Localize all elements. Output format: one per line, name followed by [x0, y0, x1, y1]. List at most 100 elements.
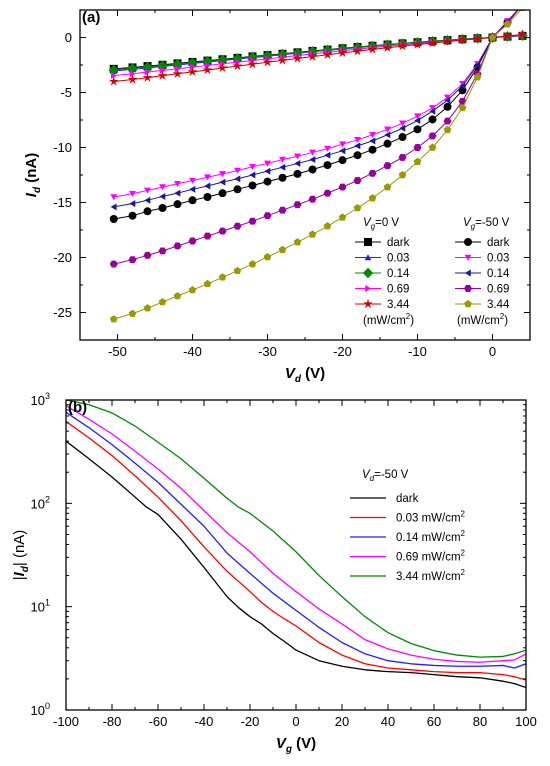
data-point — [128, 309, 137, 317]
data-point — [232, 53, 243, 64]
data-point — [172, 68, 183, 79]
legend-swatch-marker — [464, 254, 472, 261]
data-point — [204, 174, 211, 181]
y-tick-label: 103 — [31, 391, 50, 408]
y-axis-label: Id (nA) — [23, 153, 43, 197]
data-point — [278, 206, 287, 214]
x-tick-label: 80 — [473, 714, 487, 729]
data-point — [414, 117, 421, 125]
series-b-3-44 — [66, 400, 526, 658]
data-point — [264, 160, 271, 167]
data-point — [247, 59, 258, 69]
data-point — [324, 145, 331, 152]
data-point — [173, 292, 182, 300]
data-point — [323, 161, 332, 170]
data-point — [218, 273, 227, 281]
data-point — [174, 65, 181, 73]
data-point — [428, 132, 437, 140]
data-point — [217, 54, 228, 66]
data-point — [217, 62, 228, 73]
legend-label: 3.44 mW/cm2 — [396, 568, 466, 583]
legend-swatch-marker — [363, 298, 373, 309]
data-point — [368, 145, 377, 154]
legend-label: 0.14 mW/cm2 — [396, 529, 466, 544]
data-point — [323, 222, 332, 230]
legend-item-3-44: 3.44 mW/cm2 — [350, 568, 466, 583]
data-point — [368, 194, 377, 202]
data-point — [263, 212, 272, 220]
data-point — [383, 162, 392, 170]
data-point — [248, 181, 257, 190]
data-point — [354, 137, 361, 143]
data-point — [308, 195, 317, 203]
data-point — [204, 61, 211, 69]
data-point — [144, 68, 151, 76]
legend-label: dark — [387, 237, 410, 249]
data-point — [174, 181, 181, 187]
series-line — [113, 10, 519, 265]
legend-swatch-marker — [362, 267, 374, 279]
data-point — [234, 175, 241, 183]
x-tick-label: -30 — [258, 344, 277, 359]
data-point — [353, 177, 362, 184]
data-point — [249, 171, 256, 179]
legend-item-0-14: 0.14 — [455, 268, 510, 280]
x-tick-label: -20 — [333, 344, 352, 359]
data-point — [127, 74, 138, 84]
data-point — [458, 103, 467, 112]
y-tick-label: -20 — [53, 250, 72, 265]
data-point — [129, 200, 136, 208]
data-point — [109, 260, 118, 268]
data-point — [143, 207, 152, 216]
legend-item-0-14: 0.14 mW/cm2 — [350, 529, 466, 544]
legend-item-0-03: 0.03 — [455, 253, 509, 265]
data-point — [204, 182, 211, 190]
data-point — [108, 76, 119, 86]
data-point — [367, 44, 378, 54]
data-point — [129, 190, 136, 197]
panel-b-chart: -100 -80 -60 -40 -20 0 20 40 60 80 100 100 101 102 103… — [11, 391, 537, 755]
legend-label: 0.14 — [387, 268, 410, 280]
series-b-dark — [66, 440, 526, 689]
data-point — [309, 149, 316, 156]
data-point — [339, 141, 346, 148]
data-point — [429, 105, 436, 112]
x-tick-label: -40 — [195, 714, 214, 729]
x-tick-label: 40 — [381, 714, 395, 729]
legend-label: 0.69 mW/cm2 — [396, 549, 466, 564]
data-point — [187, 66, 198, 77]
data-point — [442, 36, 453, 46]
data-point — [413, 157, 422, 166]
data-point — [502, 30, 513, 41]
data-point — [293, 169, 302, 178]
x-tick-label: -50 — [108, 344, 127, 359]
legend-title: Vd=-50 V — [362, 469, 409, 483]
x-tick-label: -100 — [53, 714, 79, 729]
series-line — [113, 10, 519, 220]
data-point — [109, 315, 118, 323]
data-point — [188, 237, 197, 245]
data-point — [369, 132, 376, 139]
data-point — [248, 260, 257, 268]
data-point — [279, 156, 286, 163]
data-point — [307, 51, 318, 61]
data-point — [233, 222, 242, 230]
legend-b: Vd=-50 V dark 0.03 mW/cm2 0.14 mW/cm2 0.69 m… — [350, 469, 466, 583]
data-point — [309, 156, 316, 164]
data-point — [444, 96, 451, 104]
panel-a-chart: -50 -40 -30 -20 -10 0 0 -5 -10 -15 -20 -25 Vd (V) Id … — [23, 9, 531, 385]
x-tick-label: 0 — [292, 714, 299, 729]
x-tick-label: 100 — [515, 714, 537, 729]
data-point — [399, 124, 406, 132]
legend-item-0-69: 0.69 — [355, 284, 409, 296]
series-line — [113, 10, 522, 320]
series-a-vg50-3-44 — [109, 10, 526, 323]
legend-item-dark: dark — [455, 237, 510, 249]
data-point — [143, 251, 152, 259]
legend-label: dark — [487, 237, 510, 249]
data-point — [338, 156, 347, 165]
legend-label: 0.14 — [487, 268, 510, 280]
data-point — [173, 242, 182, 250]
legend-swatch-marker — [464, 269, 471, 277]
series-line — [113, 34, 523, 82]
